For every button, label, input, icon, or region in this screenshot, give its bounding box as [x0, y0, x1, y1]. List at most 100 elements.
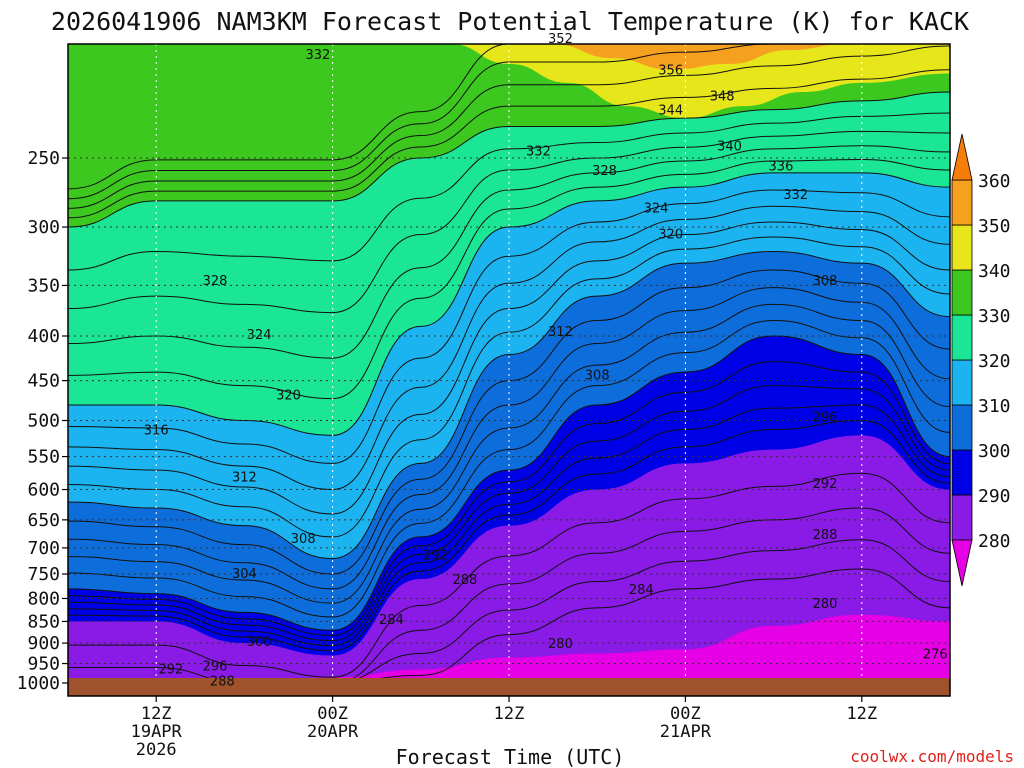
isentrope-line	[68, 419, 950, 652]
contour-label: 356	[658, 64, 683, 79]
colorbar-high-arrow	[951, 133, 973, 181]
y-tick-label: 800	[27, 588, 60, 609]
contour-label: 280	[548, 637, 573, 652]
isentrope-line	[68, 145, 950, 359]
y-tick-label: 900	[27, 633, 60, 654]
isentrope-line	[68, 303, 950, 604]
contour-label: 328	[203, 274, 228, 289]
contour-label: 316	[144, 423, 169, 438]
theta-band-below-280	[68, 614, 950, 696]
isentrope-line	[68, 189, 950, 464]
x-tick-label: 12Z	[846, 704, 877, 724]
isentrope-line	[68, 159, 950, 400]
terrain-strip	[68, 678, 950, 696]
credit-text: coolwx.com/models	[850, 747, 1014, 766]
contour-label: 292	[423, 548, 448, 563]
isentrope-line	[68, 250, 950, 560]
isentrope-line	[68, 69, 950, 219]
colorbar-tick-label: 290	[978, 486, 1011, 507]
contour-label: 288	[452, 573, 477, 588]
isentrope-line	[68, 205, 950, 491]
colorbar-block	[951, 449, 973, 496]
y-axis: 2503003504004505005506006507007508008509…	[17, 148, 68, 694]
contour-label: 320	[658, 227, 683, 242]
colorbar-tick-label: 310	[978, 396, 1011, 417]
contour-label: 276	[923, 647, 948, 662]
x-tick-label: 12Z	[141, 704, 172, 724]
contour-label: 304	[232, 567, 257, 582]
isentrope-line	[68, 361, 950, 636]
theta-band-340	[450, 44, 950, 119]
isentrope-line	[68, 221, 950, 515]
plot-area	[68, 44, 950, 696]
contour-label: 312	[548, 325, 573, 340]
contour-label: 292	[158, 662, 183, 677]
contour-label: 332	[526, 144, 551, 159]
theta-band-350	[553, 44, 848, 70]
y-tick-label: 1000	[17, 673, 60, 694]
isentrope-line	[68, 112, 950, 271]
x-tick-label: 12Z	[494, 704, 525, 724]
x-tick-label: 21APR	[660, 722, 712, 742]
contour-label: 340	[717, 140, 742, 155]
contour-label: 292	[813, 477, 838, 492]
colorbar-tick-label: 300	[978, 441, 1011, 462]
contour-label: 348	[710, 90, 735, 105]
isentrope-line	[68, 91, 950, 228]
y-tick-label: 600	[27, 480, 60, 501]
colorbar-tick-label: 350	[978, 216, 1011, 237]
contour-label: 284	[629, 583, 654, 598]
contour-label: 336	[769, 160, 794, 175]
x-tick-label: 19APR	[131, 722, 183, 742]
y-tick-label: 700	[27, 538, 60, 559]
isentrope-contours	[68, 44, 950, 684]
x-tick-label: 2026	[136, 740, 177, 760]
colorbar-tick-label: 340	[978, 261, 1011, 282]
chart-title: 2026041906 NAM3KM Forecast Potential Tem…	[51, 7, 969, 36]
y-tick-label: 450	[27, 371, 60, 392]
colorbar-block	[951, 269, 973, 316]
y-tick-label: 650	[27, 510, 60, 531]
y-tick-label: 550	[27, 447, 60, 468]
contour-label: 308	[585, 369, 610, 384]
y-tick-label: 950	[27, 654, 60, 675]
grid-lines	[68, 44, 950, 696]
contour-label: 308	[291, 532, 316, 547]
y-tick-label: 850	[27, 611, 60, 632]
contour-label: 332	[305, 48, 330, 63]
colorbar-block	[951, 179, 973, 226]
y-tick-label: 500	[27, 410, 60, 431]
contour-label: 328	[592, 164, 617, 179]
contour-label: 312	[232, 471, 257, 486]
colorbar-tick-label: 360	[978, 171, 1011, 192]
colorbar: 280 290 300 310 320 330 340 350 360	[951, 133, 1011, 587]
x-tick-label: 00Z	[670, 704, 701, 724]
contour-label: 324	[644, 202, 669, 217]
contour-labels: 352 356 348 344 340 336 332 332 332 328 324 320 328 3…	[144, 32, 948, 690]
contour-label: 332	[783, 188, 808, 203]
isentrope-line	[68, 130, 950, 314]
contour-label: 324	[247, 328, 272, 343]
contour-label: 352	[548, 32, 573, 47]
isentrope-line	[68, 385, 950, 642]
contour-label: 296	[813, 411, 838, 426]
y-tick-label: 300	[27, 217, 60, 238]
contour-label: 288	[813, 528, 838, 543]
y-tick-label: 400	[27, 326, 60, 347]
y-tick-label: 250	[27, 148, 60, 169]
contour-label: 344	[658, 104, 683, 119]
isentrope-line	[68, 45, 950, 209]
colorbar-block	[951, 314, 973, 361]
x-tick-label: 20APR	[307, 722, 359, 742]
contour-label: 320	[276, 389, 301, 404]
y-tick-label: 750	[27, 564, 60, 585]
colorbar-low-arrow	[951, 539, 973, 587]
colorbar-block	[951, 404, 973, 451]
colorbar-block	[951, 494, 973, 541]
isentrope-line	[68, 404, 950, 647]
contour-label: 296	[203, 660, 228, 675]
isentrope-line	[68, 320, 950, 618]
x-tick-label: 00Z	[317, 704, 348, 724]
